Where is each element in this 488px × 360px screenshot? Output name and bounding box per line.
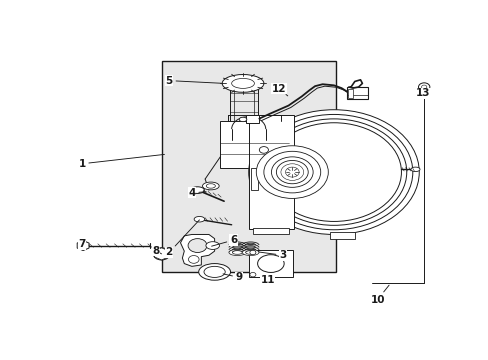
Ellipse shape	[231, 78, 254, 89]
Bar	[245, 115, 259, 123]
Circle shape	[421, 85, 426, 89]
Circle shape	[276, 161, 307, 184]
Circle shape	[280, 164, 303, 180]
Bar	[252, 228, 288, 234]
Ellipse shape	[188, 239, 206, 252]
Text: 7: 7	[78, 239, 89, 249]
Ellipse shape	[242, 249, 259, 256]
Circle shape	[285, 167, 299, 177]
Circle shape	[264, 151, 320, 193]
Circle shape	[418, 83, 429, 91]
Ellipse shape	[232, 251, 242, 254]
Circle shape	[259, 147, 268, 153]
Ellipse shape	[245, 251, 255, 254]
Bar	[329, 232, 354, 239]
Ellipse shape	[203, 266, 225, 278]
Ellipse shape	[190, 187, 204, 193]
Ellipse shape	[198, 264, 230, 280]
Bar	[220, 121, 288, 168]
Ellipse shape	[231, 79, 256, 85]
Text: 3: 3	[259, 250, 286, 260]
Text: 13: 13	[415, 88, 429, 98]
Ellipse shape	[157, 251, 166, 257]
Polygon shape	[250, 168, 258, 190]
Bar	[248, 250, 292, 278]
Text: 6: 6	[211, 235, 237, 246]
Text: 8: 8	[152, 246, 161, 256]
Text: 5: 5	[165, 76, 221, 86]
Ellipse shape	[294, 185, 305, 190]
Bar	[347, 89, 352, 98]
Ellipse shape	[205, 242, 219, 249]
Circle shape	[248, 110, 418, 234]
Ellipse shape	[239, 117, 246, 122]
Ellipse shape	[289, 178, 305, 186]
Ellipse shape	[194, 216, 204, 222]
Bar	[346, 87, 367, 99]
Ellipse shape	[228, 249, 245, 256]
Ellipse shape	[153, 248, 169, 260]
Ellipse shape	[410, 167, 419, 172]
Ellipse shape	[206, 184, 215, 188]
Text: 1: 1	[78, 154, 164, 169]
Circle shape	[249, 250, 255, 255]
Bar	[248, 115, 294, 229]
Text: 12: 12	[271, 84, 287, 96]
Circle shape	[256, 146, 327, 198]
Bar	[161, 61, 335, 272]
Polygon shape	[180, 234, 214, 266]
Circle shape	[249, 273, 255, 277]
Text: 9: 9	[223, 273, 243, 283]
Text: 2: 2	[165, 220, 199, 257]
Text: 10: 10	[369, 285, 388, 305]
Ellipse shape	[257, 255, 284, 273]
Circle shape	[271, 157, 312, 187]
Ellipse shape	[202, 182, 219, 190]
Ellipse shape	[227, 81, 260, 91]
Text: 11: 11	[260, 275, 274, 285]
Text: 4: 4	[188, 188, 206, 198]
Ellipse shape	[188, 256, 199, 263]
Ellipse shape	[222, 75, 264, 92]
